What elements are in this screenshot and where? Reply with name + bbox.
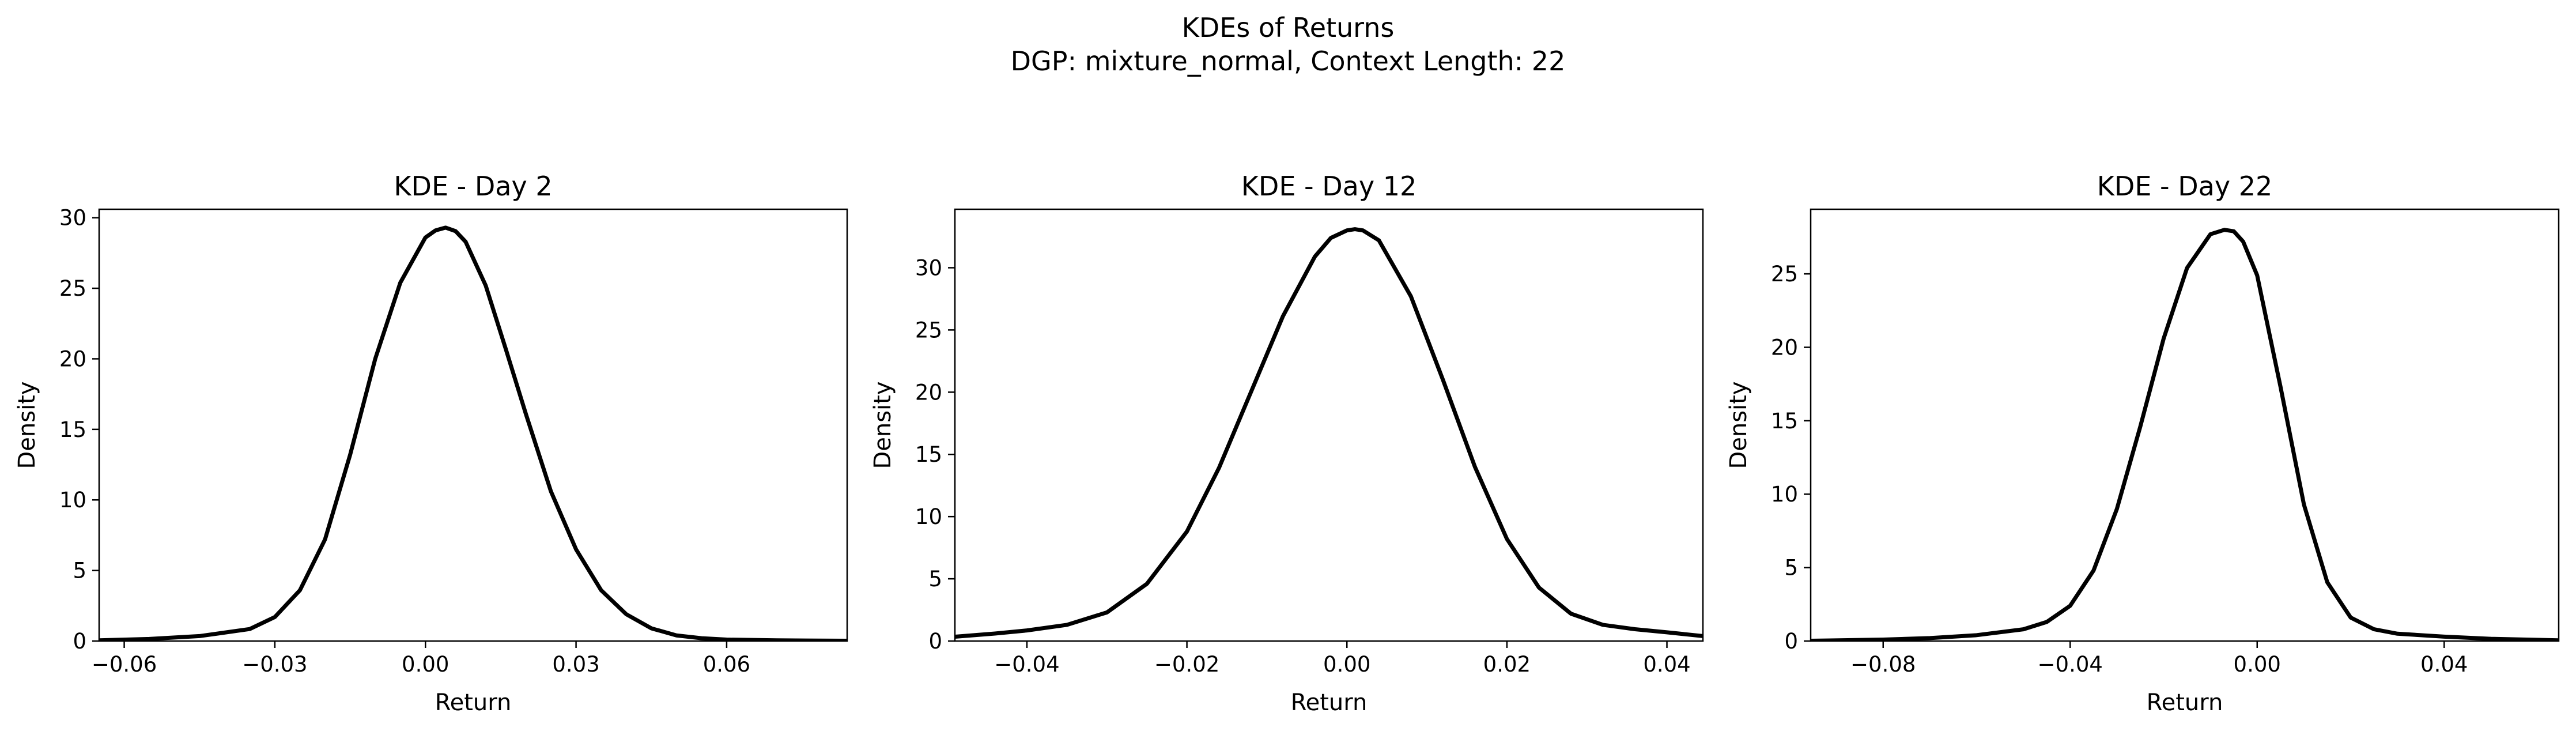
kde-panel-day-2: −0.06 −0.03 0.00 0.03 0.06 0 5 10 15 20 25 30 KDE - … (14, 171, 848, 716)
y-tick-label: 5 (1784, 556, 1798, 581)
y-axis-label: Density (14, 381, 40, 469)
x-tick-label: −0.04 (994, 652, 1059, 677)
kde-panel-day-22: −0.08 −0.04 0.00 0.04 0 5 10 15 20 25 KDE - Day 22… (1725, 171, 2560, 716)
kde-panel-day-12: −0.04 −0.02 0.00 0.02 0.04 0 5 10 15 20 25 30 KDE - … (870, 171, 1704, 716)
x-tick-label: −0.03 (242, 652, 307, 677)
axes-frame (1810, 208, 2560, 642)
x-tick-label: −0.06 (92, 652, 157, 677)
x-axis-label: Return (1291, 689, 1368, 716)
y-tick-label: 15 (59, 417, 86, 442)
y-axis-label: Density (1725, 381, 1752, 469)
x-axis-label: Return (2147, 689, 2223, 716)
y-axis-label: Density (870, 381, 896, 469)
x-tick-label: 0.00 (402, 652, 449, 677)
y-tick-label: 20 (1771, 335, 1798, 360)
panel-title: KDE - Day 2 (394, 171, 552, 202)
y-tick-label: 0 (73, 629, 86, 654)
x-axis-label: Return (435, 689, 512, 716)
y-tick-label: 25 (1771, 262, 1798, 287)
x-tick-label: 0.04 (2420, 652, 2468, 677)
y-tick-label: 20 (915, 380, 942, 405)
y-tick-label: 15 (915, 442, 942, 467)
figure-title: KDEs of Returns (1182, 12, 1395, 43)
y-tick-label: 10 (59, 488, 86, 512)
y-tick-label: 25 (59, 276, 86, 301)
kde-line (955, 227, 1703, 639)
x-tick-label: −0.04 (2038, 652, 2103, 677)
panel-title: KDE - Day 12 (1241, 171, 1417, 202)
y-tick-label: 30 (915, 255, 942, 280)
axes-frame (954, 208, 1704, 642)
axes-frame (98, 208, 848, 642)
x-tick-label: 0.03 (552, 652, 599, 677)
y-tick-label: 10 (1771, 482, 1798, 507)
x-tick-label: 0.00 (2234, 652, 2281, 677)
y-tick-label: 25 (915, 318, 942, 342)
y-tick-label: 15 (1771, 409, 1798, 434)
x-tick-label: −0.08 (1850, 652, 1916, 677)
y-tick-label: 5 (928, 567, 942, 591)
x-tick-label: 0.00 (1323, 652, 1370, 677)
panel-title: KDE - Day 22 (2097, 171, 2272, 202)
x-tick-label: 0.04 (1643, 652, 1690, 677)
figure-subtitle: DGP: mixture_normal, Context Length: 22 (1011, 46, 1566, 77)
kde-line (99, 225, 847, 641)
y-tick-label: 30 (59, 206, 86, 231)
y-tick-label: 0 (1784, 629, 1798, 654)
x-tick-label: 0.02 (1483, 652, 1531, 677)
kde-line (1811, 228, 2559, 641)
x-tick-label: −0.02 (1154, 652, 1219, 677)
x-tick-label: 0.06 (703, 652, 750, 677)
y-tick-label: 0 (928, 629, 942, 654)
y-tick-label: 5 (73, 559, 86, 583)
y-tick-label: 20 (59, 346, 86, 371)
y-tick-label: 10 (915, 504, 942, 529)
